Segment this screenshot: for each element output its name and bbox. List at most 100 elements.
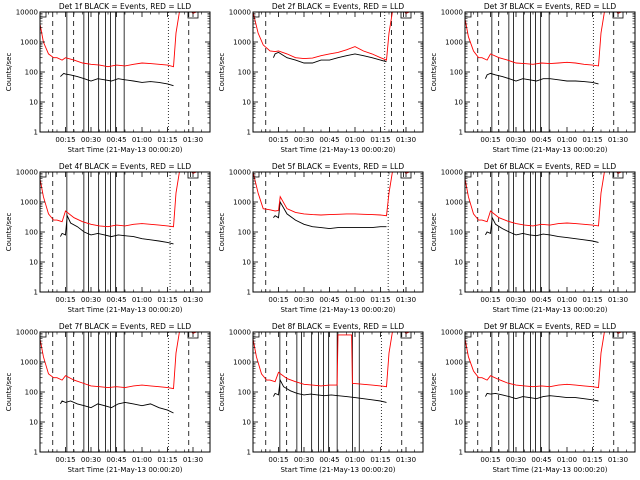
panel-title: Det 8f BLACK = Events, RED = LLD	[272, 322, 405, 331]
series-events-line	[273, 200, 387, 230]
series-lld-line	[253, 12, 417, 61]
x-tick-label: 01:30	[396, 296, 416, 304]
x-tick-label: 00:45	[319, 456, 339, 464]
series-lld-line	[465, 332, 629, 389]
x-tick-label: 00:15	[268, 296, 288, 304]
y-axis-label: Counts/sec	[218, 373, 226, 412]
x-axis-label: Start Time (21-May-13 00:00:20)	[492, 466, 607, 474]
x-tick-label: 01:30	[183, 456, 203, 464]
y-tick-label: 1	[459, 289, 463, 297]
x-tick-label: 01:00	[132, 296, 152, 304]
y-axis-label: Counts/sec	[218, 213, 226, 252]
x-tick-label: 01:00	[557, 296, 577, 304]
x-tick-label: 00:30	[81, 136, 101, 144]
x-tick-label: 00:45	[531, 456, 551, 464]
series-lld-line	[253, 332, 417, 388]
y-axis-label: Counts/sec	[5, 213, 13, 252]
series-events-line	[60, 400, 174, 414]
y-tick-label: 100	[25, 69, 38, 77]
y-tick-label: 10	[454, 419, 463, 427]
y-tick-label: 10000	[441, 169, 463, 177]
x-tick-label: 00:30	[506, 136, 526, 144]
y-tick-label: 10	[29, 419, 38, 427]
detector-panel-9: Det 9f BLACK = Events, RED = LLD 1 10 100 10…	[430, 322, 636, 474]
y-tick-label: 1000	[445, 359, 463, 367]
x-tick-label: 00:30	[294, 456, 314, 464]
x-tick-label: 01:30	[183, 296, 203, 304]
panel-title: Det 5f BLACK = Events, RED = LLD	[272, 162, 405, 171]
y-tick-label: 1000	[20, 39, 38, 47]
y-tick-label: 1	[247, 449, 251, 457]
y-tick-label: 100	[238, 69, 251, 77]
x-axis-label: Start Time (21-May-13 00:00:20)	[280, 306, 395, 314]
y-tick-label: 100	[25, 229, 38, 237]
x-tick-label: 01:15	[157, 136, 177, 144]
y-tick-label: 100	[25, 389, 38, 397]
x-tick-label: 00:45	[531, 136, 551, 144]
panel-title: Det 3f BLACK = Events, RED = LLD	[484, 2, 617, 11]
panel-title: Det 2f BLACK = Events, RED = LLD	[272, 2, 405, 11]
y-tick-label: 100	[450, 389, 463, 397]
marker-lines	[265, 12, 404, 132]
y-tick-label: 1000	[20, 199, 38, 207]
y-tick-label: 100	[450, 229, 463, 237]
y-tick-label: 1	[34, 449, 38, 457]
y-tick-label: 10	[242, 259, 251, 267]
y-tick-label: 10000	[16, 329, 38, 337]
y-tick-label: 10000	[229, 169, 251, 177]
x-tick-label: 01:30	[396, 136, 416, 144]
marker-lines	[265, 332, 403, 452]
y-tick-label: 1	[247, 289, 251, 297]
y-tick-label: 10	[454, 259, 463, 267]
x-axis-label: Start Time (21-May-13 00:00:20)	[280, 466, 395, 474]
y-tick-label: 10000	[16, 169, 38, 177]
y-axis-label: Counts/sec	[430, 53, 438, 92]
x-tick-label: 01:30	[608, 296, 628, 304]
x-tick-label: 01:15	[370, 456, 390, 464]
y-tick-label: 10000	[16, 9, 38, 17]
x-tick-label: 01:00	[132, 456, 152, 464]
x-tick-label: 00:45	[319, 296, 339, 304]
x-tick-label: 01:15	[370, 296, 390, 304]
x-tick-label: 00:15	[55, 136, 75, 144]
x-tick-label: 01:15	[370, 136, 390, 144]
y-axis-label: Counts/sec	[5, 373, 13, 412]
x-tick-label: 00:15	[268, 456, 288, 464]
x-tick-label: 01:00	[132, 136, 152, 144]
x-axis-label: Start Time (21-May-13 00:00:20)	[67, 146, 182, 154]
series-lld-line	[253, 172, 417, 217]
x-tick-label: 00:30	[506, 456, 526, 464]
series-events-line	[485, 216, 599, 243]
x-tick-label: 01:00	[557, 456, 577, 464]
x-tick-label: 00:45	[106, 456, 126, 464]
detector-panel-8: Det 8f BLACK = Events, RED = LLD 1 10 100 10…	[218, 322, 424, 474]
y-tick-label: 1	[459, 449, 463, 457]
y-tick-label: 1000	[20, 359, 38, 367]
panel-title: Det 7f BLACK = Events, RED = LLD	[59, 322, 192, 331]
y-tick-label: 10	[29, 99, 38, 107]
x-tick-label: 01:15	[582, 296, 602, 304]
marker-lines	[477, 172, 615, 292]
x-tick-label: 00:45	[319, 136, 339, 144]
series-events-line	[60, 72, 174, 87]
series-events-line	[273, 378, 387, 403]
x-tick-label: 01:00	[345, 456, 365, 464]
y-tick-label: 1	[34, 129, 38, 137]
x-tick-label: 01:00	[345, 296, 365, 304]
x-tick-label: 00:30	[81, 296, 101, 304]
series-events-line	[484, 72, 599, 85]
y-tick-label: 1000	[445, 39, 463, 47]
series-lld-line	[465, 172, 629, 227]
panel-title: Det 9f BLACK = Events, RED = LLD	[484, 322, 617, 331]
detector-panel-3: Det 3f BLACK = Events, RED = LLD 1 10 100 10…	[430, 2, 636, 154]
y-tick-label: 1000	[233, 359, 251, 367]
x-tick-label: 01:30	[183, 136, 203, 144]
panel-title: Det 1f BLACK = Events, RED = LLD	[59, 2, 192, 11]
y-axis-label: Counts/sec	[5, 53, 13, 92]
y-tick-label: 1000	[445, 199, 463, 207]
y-tick-label: 10000	[229, 9, 251, 17]
x-tick-label: 00:15	[480, 136, 500, 144]
x-tick-label: 01:30	[608, 456, 628, 464]
x-tick-label: 00:15	[480, 456, 500, 464]
y-tick-label: 1	[34, 289, 38, 297]
